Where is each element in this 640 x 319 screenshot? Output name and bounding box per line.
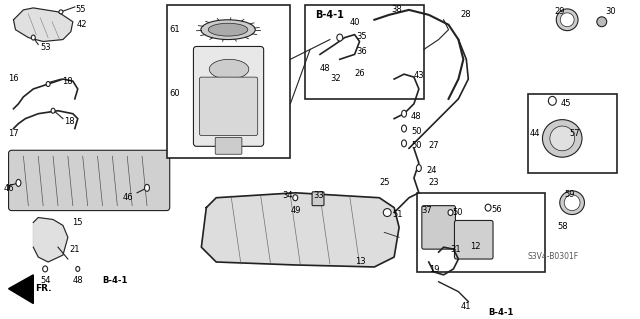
Ellipse shape — [401, 125, 406, 132]
Text: 26: 26 — [355, 69, 365, 78]
Ellipse shape — [201, 20, 255, 40]
Text: 43: 43 — [414, 71, 424, 80]
Text: 29: 29 — [554, 7, 565, 16]
FancyBboxPatch shape — [167, 5, 291, 158]
Ellipse shape — [76, 266, 80, 271]
Ellipse shape — [401, 140, 406, 147]
Text: 46: 46 — [122, 193, 133, 202]
Text: 25: 25 — [380, 178, 390, 187]
Text: 48: 48 — [72, 276, 83, 285]
Text: 45: 45 — [560, 99, 571, 108]
Text: 31: 31 — [451, 245, 461, 254]
Ellipse shape — [31, 35, 35, 40]
Text: 19: 19 — [429, 265, 439, 274]
Ellipse shape — [564, 195, 580, 211]
Text: 48: 48 — [320, 64, 331, 73]
Text: 50: 50 — [452, 208, 463, 217]
Text: 18: 18 — [62, 77, 72, 86]
Ellipse shape — [560, 13, 574, 27]
Ellipse shape — [209, 59, 249, 79]
Text: 50: 50 — [411, 141, 422, 150]
Text: 38: 38 — [391, 5, 402, 14]
Ellipse shape — [556, 9, 578, 31]
Text: 42: 42 — [77, 20, 87, 29]
Text: 28: 28 — [460, 10, 471, 19]
Text: 32: 32 — [330, 74, 340, 83]
FancyBboxPatch shape — [8, 150, 170, 211]
Text: 37: 37 — [421, 206, 431, 215]
Ellipse shape — [543, 120, 582, 157]
Text: 41: 41 — [460, 301, 471, 311]
Ellipse shape — [560, 191, 584, 215]
FancyBboxPatch shape — [193, 47, 264, 146]
Ellipse shape — [485, 204, 491, 211]
Text: 17: 17 — [8, 129, 19, 137]
Text: 16: 16 — [8, 74, 19, 83]
Polygon shape — [33, 218, 68, 262]
Text: 21: 21 — [70, 245, 81, 254]
Text: 35: 35 — [356, 32, 367, 41]
Text: 49: 49 — [291, 206, 301, 215]
Text: 48: 48 — [411, 112, 422, 121]
Ellipse shape — [16, 180, 21, 186]
Text: 58: 58 — [557, 222, 568, 232]
Text: 18: 18 — [64, 117, 74, 126]
FancyBboxPatch shape — [527, 94, 616, 173]
Text: 60: 60 — [170, 89, 180, 98]
Ellipse shape — [337, 34, 343, 41]
Ellipse shape — [293, 195, 298, 201]
Ellipse shape — [145, 184, 150, 191]
Text: 57: 57 — [569, 129, 580, 137]
Text: 12: 12 — [470, 242, 481, 251]
Polygon shape — [202, 193, 399, 267]
Polygon shape — [8, 275, 33, 303]
Text: 50: 50 — [411, 127, 422, 136]
Ellipse shape — [417, 165, 421, 172]
Ellipse shape — [51, 108, 55, 113]
Text: FR.: FR. — [35, 284, 52, 293]
Text: 15: 15 — [72, 218, 83, 226]
Text: S3V4-B0301F: S3V4-B0301F — [527, 252, 579, 261]
Text: 44: 44 — [530, 129, 540, 137]
Ellipse shape — [550, 126, 575, 151]
Ellipse shape — [383, 209, 391, 217]
Text: 59: 59 — [564, 190, 575, 199]
FancyBboxPatch shape — [417, 193, 545, 272]
Text: 51: 51 — [392, 210, 403, 219]
Text: B-4-1: B-4-1 — [315, 10, 344, 20]
Polygon shape — [13, 8, 73, 41]
Text: 40: 40 — [349, 18, 360, 27]
Text: 13: 13 — [355, 257, 365, 266]
Text: 54: 54 — [40, 276, 51, 285]
Text: 46: 46 — [4, 184, 14, 193]
Ellipse shape — [208, 23, 248, 36]
FancyBboxPatch shape — [200, 77, 258, 136]
FancyBboxPatch shape — [454, 220, 493, 259]
Text: B-4-1: B-4-1 — [488, 308, 513, 317]
Ellipse shape — [448, 210, 453, 216]
Text: 53: 53 — [40, 42, 51, 51]
Ellipse shape — [46, 82, 50, 86]
FancyBboxPatch shape — [305, 5, 424, 99]
Ellipse shape — [59, 10, 63, 14]
Text: 55: 55 — [76, 5, 86, 14]
Ellipse shape — [401, 110, 406, 117]
Text: 23: 23 — [429, 178, 440, 187]
Ellipse shape — [43, 266, 47, 272]
Text: 61: 61 — [170, 25, 180, 34]
Ellipse shape — [597, 17, 607, 27]
Text: 30: 30 — [605, 7, 616, 16]
FancyBboxPatch shape — [215, 137, 242, 154]
Text: 34: 34 — [282, 191, 293, 200]
FancyBboxPatch shape — [422, 206, 456, 249]
Text: 36: 36 — [356, 48, 367, 56]
Text: 56: 56 — [491, 205, 502, 214]
FancyBboxPatch shape — [312, 192, 324, 206]
Text: 24: 24 — [427, 166, 437, 175]
Text: 33: 33 — [313, 191, 324, 200]
Text: B-4-1: B-4-1 — [102, 276, 128, 285]
Ellipse shape — [548, 96, 556, 105]
Text: 27: 27 — [429, 141, 440, 150]
